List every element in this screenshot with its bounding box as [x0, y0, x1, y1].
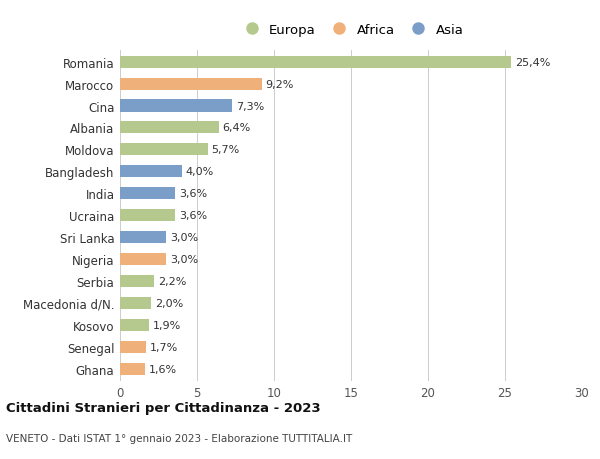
- Text: 4,0%: 4,0%: [185, 167, 214, 177]
- Text: 9,2%: 9,2%: [266, 79, 294, 90]
- Text: 1,9%: 1,9%: [153, 320, 181, 330]
- Legend: Europa, Africa, Asia: Europa, Africa, Asia: [239, 24, 463, 37]
- Text: VENETO - Dati ISTAT 1° gennaio 2023 - Elaborazione TUTTITALIA.IT: VENETO - Dati ISTAT 1° gennaio 2023 - El…: [6, 433, 352, 442]
- Text: Cittadini Stranieri per Cittadinanza - 2023: Cittadini Stranieri per Cittadinanza - 2…: [6, 401, 320, 414]
- Bar: [120, 275, 154, 287]
- Text: 1,7%: 1,7%: [150, 342, 178, 352]
- Bar: [120, 363, 145, 375]
- Text: 3,6%: 3,6%: [179, 189, 208, 199]
- Bar: [120, 232, 166, 244]
- Bar: [120, 100, 232, 112]
- Bar: [120, 188, 175, 200]
- Text: 2,2%: 2,2%: [158, 276, 186, 286]
- Bar: [120, 253, 166, 265]
- Bar: [120, 210, 175, 222]
- Bar: [120, 341, 146, 353]
- Bar: [120, 319, 149, 331]
- Bar: [120, 144, 208, 156]
- Bar: [120, 122, 218, 134]
- Text: 5,7%: 5,7%: [212, 145, 240, 155]
- Text: 3,0%: 3,0%: [170, 254, 198, 264]
- Text: 6,4%: 6,4%: [223, 123, 251, 133]
- Text: 7,3%: 7,3%: [236, 101, 265, 111]
- Bar: [120, 166, 182, 178]
- Bar: [120, 297, 151, 309]
- Text: 3,6%: 3,6%: [179, 211, 208, 221]
- Text: 25,4%: 25,4%: [515, 57, 550, 67]
- Text: 3,0%: 3,0%: [170, 233, 198, 243]
- Text: 2,0%: 2,0%: [155, 298, 183, 308]
- Text: 1,6%: 1,6%: [148, 364, 176, 374]
- Bar: [120, 78, 262, 90]
- Bar: [120, 56, 511, 68]
